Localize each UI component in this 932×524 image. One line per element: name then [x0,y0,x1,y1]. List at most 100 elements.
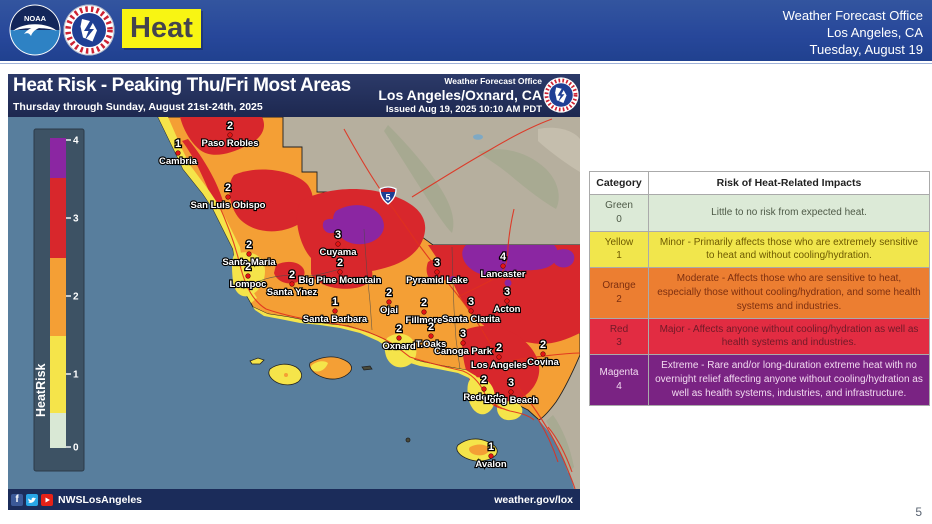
city-value: 4 [500,251,507,263]
city-value: 1 [332,296,338,308]
interstate-5-shield: 5 [379,186,397,205]
city-value: 3 [468,296,474,308]
risk-row-yellow: Yellow 1 Minor - Primarily affects those w… [589,230,930,269]
city-label: Ojai [380,305,398,316]
city-dot [337,269,343,275]
city-value: 2 [496,342,502,354]
banner-office-block: Weather Forecast Office Los Angeles, CA … [783,7,923,58]
channel-islands [249,356,498,462]
city-label: Avalon [475,459,507,470]
social-handle: NWSLosAngeles [58,493,143,506]
city-value: 1 [175,138,181,150]
city-value: 2 [386,287,392,299]
risk-row-green: Green 0 Little to no risk from expected he… [589,194,930,232]
city-dot [504,298,510,304]
city-dot [246,251,252,257]
banner-office-line1: Weather Forecast Office [782,8,923,23]
city-dot [481,386,487,392]
map-office-location: Los Angeles/Oxnard, CA [378,86,542,103]
city-label: Santa Maria [222,257,276,268]
map-office-block: Weather Forecast Office Los Angeles/Oxna… [378,75,542,114]
city-label: Paso Robles [201,138,258,149]
risk-description-cell: Little to no risk from expected heat. [648,194,930,232]
header-category: Category [589,171,649,195]
city-value: 3 [335,229,341,241]
city-value: 3 [504,286,510,298]
risk-row-red: Red 3 Major - Affects anyone without cooli… [589,317,930,356]
interstate-number: 5 [385,193,390,203]
map-office-name: Weather Forecast Office [444,76,542,86]
facebook-icon: f [11,493,23,506]
banner-office-line3: Tuesday, August 19 [809,42,923,57]
city-label: Cuyama [320,247,358,258]
risk-level-4-areas [322,205,575,287]
risk-row-orange: Orange 2 Moderate - Affects those who are … [589,267,930,319]
city-dot [332,308,338,314]
city-value: 2 [227,120,233,132]
city-label: Acton [494,304,521,315]
city-label: Santa Barbara [303,314,368,325]
city-dot [500,263,506,269]
city-dot [488,453,494,459]
banner-separator [0,63,932,64]
city-dot [386,299,392,305]
map-header: Heat Risk - Peaking Thu/Fri Most Areas T… [8,74,580,117]
city-label: Canoga Park [434,346,493,357]
nws-logo-icon-small [543,77,579,118]
city-label: Los Angeles [471,360,527,371]
map-footer: f NWSLosAngeles weather.gov/lox [8,489,580,510]
city-value: 3 [460,328,466,340]
risk-category-cell: Yellow 1 [589,230,649,269]
city-label: Cambria [159,156,198,167]
page-number: 5 [915,505,922,519]
nws-logo-icon [63,4,115,61]
youtube-icon [41,493,53,506]
city-label: Big Pine Mountain [299,275,382,286]
colorbar-tick-label: 3 [73,214,79,225]
map-date-range: Thursday through Sunday, August 21st-24t… [13,101,263,113]
city-label: Lompoc [230,279,267,290]
heat-risk-map: Heat Risk - Peaking Thu/Fri Most Areas T… [8,74,580,510]
website-url: weather.gov/lox [494,493,573,506]
city-dot [540,351,546,357]
city-value: 2 [337,257,343,269]
city-label: Redondo [463,392,504,403]
city-dot [468,308,474,314]
risk-category-cell: Orange 2 [589,267,649,319]
header-impacts: Risk of Heat-Related Impacts [648,171,930,195]
lake [473,134,483,140]
city-dot [508,389,514,395]
heatrisk-colorbar: 4 3 2 1 0 HeatRisk [33,128,85,472]
city-label: Santa Ynez [267,287,318,298]
city-dot [434,269,440,275]
risk-category-cell: Red 3 [589,317,649,356]
city-value: 3 [434,257,440,269]
city-value: 2 [428,321,434,333]
city-value: 2 [289,269,295,281]
risk-description-cell: Extreme - Rare and/or long-duration extr… [648,354,930,406]
city-value: 1 [488,441,494,453]
colorbar-tick-label: 2 [73,292,79,303]
city-label: T.Oaks [416,339,447,350]
city-dot [428,333,434,339]
map-title: Heat Risk - Peaking Thu/Fri Most Areas [13,75,351,96]
map-issued: Issued Aug 19, 2025 10:10 AM PDT [385,103,542,115]
city-dot [460,340,466,346]
city-label: Long Beach [484,395,539,406]
city-label: Santa Clarita [442,314,501,325]
risk-description-cell: Minor - Primarily affects those who are … [648,230,930,269]
city-value: 2 [225,182,231,194]
heat-risk-table: Category Risk of Heat-Related Impacts Gr… [589,171,930,406]
noaa-logo-icon: NOAA [9,4,61,61]
colorbar-tick-label: 1 [73,370,79,381]
city-value: 3 [508,377,514,389]
risk-description-cell: Major - Affects anyone without cooling/h… [648,317,930,356]
city-dot [335,241,341,247]
colorbar-tick-label: 4 [73,136,79,147]
city-value: 2 [396,323,402,335]
county-borders [242,228,461,370]
svg-text:NOAA: NOAA [24,14,47,23]
city-value: 2 [540,339,546,351]
city-dot [175,150,181,156]
